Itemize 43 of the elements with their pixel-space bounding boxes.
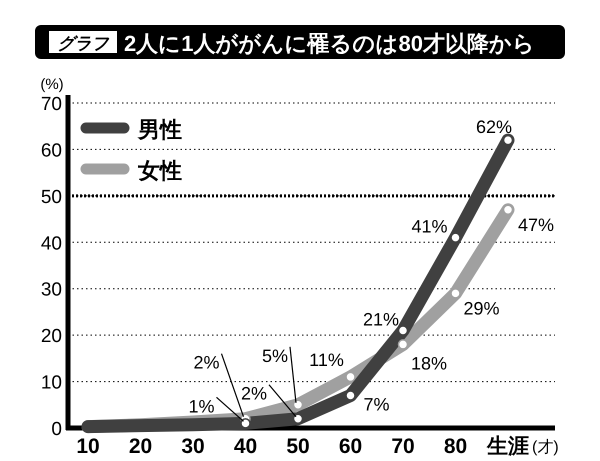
x-tick-label: 40 — [234, 435, 258, 458]
point — [502, 134, 514, 146]
data-label: 2% — [240, 384, 267, 404]
point — [450, 232, 461, 243]
x-axis-title: (才) — [532, 438, 559, 456]
text: グラフ — [58, 34, 110, 53]
data-label: 29% — [463, 298, 500, 318]
y-tick-label: 30 — [40, 280, 62, 301]
data-label: 18% — [410, 353, 448, 374]
point — [240, 418, 251, 429]
x-tick-label: 10 — [76, 435, 100, 458]
chart-title: 2人に1人ががんに罹るのは80才以降から — [124, 31, 535, 56]
data-label: 11% — [309, 350, 344, 370]
point — [398, 339, 408, 350]
data-label: 41% — [411, 216, 448, 237]
x-tick-label: 50 — [286, 435, 310, 458]
legend-label: 女性 — [137, 158, 182, 183]
y-tick-label: 10 — [40, 372, 62, 394]
legend-label: 男性 — [137, 117, 182, 142]
point — [345, 390, 356, 401]
data-label: 47% — [518, 214, 554, 235]
data-label: 62% — [476, 117, 512, 138]
y-tick-label: 0 — [51, 419, 62, 440]
x-tick-label: 生涯 — [486, 435, 529, 458]
y-tick-label: 20 — [40, 326, 62, 348]
y-axis-title: (%) — [40, 76, 64, 93]
x-tick-label: 60 — [338, 435, 362, 458]
data-label: 1% — [188, 396, 214, 416]
point — [450, 288, 461, 299]
data-label: 2% — [193, 352, 220, 373]
x-tick-label: 70 — [391, 435, 415, 458]
y-tick-label: 60 — [40, 140, 62, 162]
point — [398, 325, 408, 336]
y-tick-label: 70 — [40, 94, 62, 115]
y-tick-label: 40 — [40, 233, 62, 254]
x-tick-label: 20 — [128, 435, 152, 458]
data-label: 7% — [363, 394, 390, 414]
y-tick-label: 50 — [40, 186, 62, 208]
data-label: 21% — [362, 310, 400, 330]
point — [345, 372, 356, 382]
x-tick-label: 80 — [444, 435, 468, 458]
data-label: 5% — [262, 346, 288, 366]
x-tick-label: 30 — [181, 435, 205, 458]
